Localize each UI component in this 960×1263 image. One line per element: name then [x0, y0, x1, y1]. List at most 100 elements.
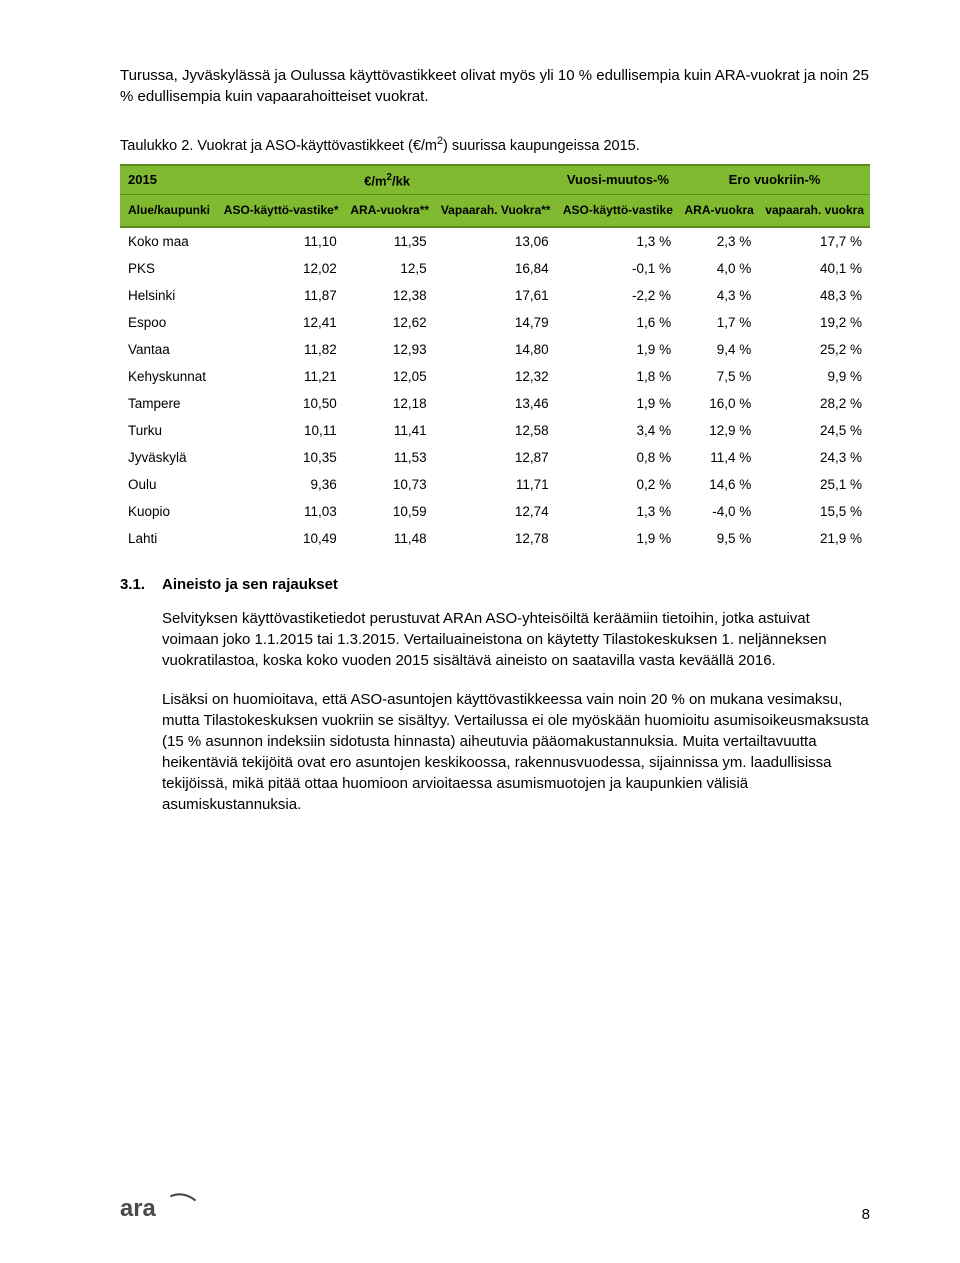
- table-cell: 40,1 %: [759, 255, 870, 282]
- table-cell: 16,84: [435, 255, 557, 282]
- section-title: Aineisto ja sen rajaukset: [162, 576, 338, 593]
- table-cell: 10,11: [218, 417, 345, 444]
- table-cell: 1,9 %: [557, 336, 679, 363]
- table-body: Koko maa11,1011,3513,061,3 %2,3 %17,7 %P…: [120, 227, 870, 552]
- table-cell: -2,2 %: [557, 282, 679, 309]
- table-cell: 12,87: [435, 444, 557, 471]
- table-cell: 12,18: [345, 390, 435, 417]
- table-cell: 12,9 %: [679, 417, 759, 444]
- th-c3: Vapaarah. Vuokra**: [435, 195, 557, 227]
- intro-paragraph: Turussa, Jyväskylässä ja Oulussa käyttöv…: [120, 65, 870, 107]
- table-cell: 48,3 %: [759, 282, 870, 309]
- table-cell: Kuopio: [120, 498, 218, 525]
- table-row: Vantaa11,8212,9314,801,9 %9,4 %25,2 %: [120, 336, 870, 363]
- table-cell: 10,35: [218, 444, 345, 471]
- table-row: Jyväskylä10,3511,5312,870,8 %11,4 %24,3 …: [120, 444, 870, 471]
- table-cell: 11,03: [218, 498, 345, 525]
- table-cell: 2,3 %: [679, 227, 759, 255]
- th-group3: Ero vuokriin-%: [679, 165, 870, 195]
- table-cell: 1,3 %: [557, 227, 679, 255]
- body-paragraph-2: Lisäksi on huomioitava, että ASO-asuntoj…: [162, 689, 870, 815]
- table-cell: 25,2 %: [759, 336, 870, 363]
- ara-logo-icon: ara: [120, 1192, 204, 1226]
- table-cell: Vantaa: [120, 336, 218, 363]
- caption-suffix: ) suurissa kaupungeissa 2015.: [443, 138, 640, 154]
- table-cell: 12,38: [345, 282, 435, 309]
- table-cell: 11,35: [345, 227, 435, 255]
- table-cell: 12,58: [435, 417, 557, 444]
- table-cell: 16,0 %: [679, 390, 759, 417]
- table-cell: 10,49: [218, 525, 345, 552]
- table-caption: Taulukko 2. Vuokrat ja ASO-käyttövastikk…: [120, 135, 870, 154]
- table-cell: Helsinki: [120, 282, 218, 309]
- th-c1: ASO-käyttö-vastike*: [218, 195, 345, 227]
- table-cell: 9,4 %: [679, 336, 759, 363]
- table-row: Lahti10,4911,4812,781,9 %9,5 %21,9 %: [120, 525, 870, 552]
- table-cell: 1,6 %: [557, 309, 679, 336]
- table-cell: -4,0 %: [679, 498, 759, 525]
- table-cell: 0,8 %: [557, 444, 679, 471]
- table-row: Kehyskunnat11,2112,0512,321,8 %7,5 %9,9 …: [120, 363, 870, 390]
- table-cell: 15,5 %: [759, 498, 870, 525]
- th-c5: ARA-vuokra: [679, 195, 759, 227]
- th-group2: Vuosi-muutos-%: [557, 165, 679, 195]
- table-cell: Espoo: [120, 309, 218, 336]
- table-cell: 13,06: [435, 227, 557, 255]
- caption-prefix: Taulukko 2. Vuokrat ja ASO-käyttövastikk…: [120, 138, 437, 154]
- th-unit-suffix: /kk: [392, 173, 410, 188]
- table-cell: 28,2 %: [759, 390, 870, 417]
- th-c4: ASO-käyttö-vastike: [557, 195, 679, 227]
- table-cell: 14,6 %: [679, 471, 759, 498]
- table-cell: 19,2 %: [759, 309, 870, 336]
- table-row: Tampere10,5012,1813,461,9 %16,0 %28,2 %: [120, 390, 870, 417]
- table-cell: PKS: [120, 255, 218, 282]
- table-cell: 1,9 %: [557, 525, 679, 552]
- table-cell: 11,4 %: [679, 444, 759, 471]
- table-cell: 14,79: [435, 309, 557, 336]
- table-row: Oulu9,3610,7311,710,2 %14,6 %25,1 %: [120, 471, 870, 498]
- logo-text: ara: [120, 1195, 156, 1222]
- table-cell: 12,74: [435, 498, 557, 525]
- table-cell: 11,82: [218, 336, 345, 363]
- table-cell: 11,21: [218, 363, 345, 390]
- logo-swoosh-icon: [170, 1194, 195, 1200]
- table-cell: Tampere: [120, 390, 218, 417]
- th-year: 2015: [120, 165, 218, 195]
- table-cell: 0,2 %: [557, 471, 679, 498]
- table-cell: 17,7 %: [759, 227, 870, 255]
- th-unit-prefix: €/m: [364, 173, 386, 188]
- table-cell: 11,48: [345, 525, 435, 552]
- table-cell: -0,1 %: [557, 255, 679, 282]
- page-number: 8: [862, 1206, 870, 1223]
- table-cell: Lahti: [120, 525, 218, 552]
- table-cell: 1,3 %: [557, 498, 679, 525]
- table-cell: Kehyskunnat: [120, 363, 218, 390]
- table-cell: 13,46: [435, 390, 557, 417]
- table-cell: 4,3 %: [679, 282, 759, 309]
- th-unit: €/m2/kk: [218, 165, 557, 195]
- table-cell: 12,05: [345, 363, 435, 390]
- table-cell: 1,9 %: [557, 390, 679, 417]
- body-paragraph-1: Selvityksen käyttövastiketiedot perustuv…: [162, 608, 870, 671]
- table-cell: 11,53: [345, 444, 435, 471]
- table-cell: 7,5 %: [679, 363, 759, 390]
- table-cell: 24,5 %: [759, 417, 870, 444]
- section-heading: 3.1. Aineisto ja sen rajaukset: [120, 576, 870, 593]
- table-cell: 24,3 %: [759, 444, 870, 471]
- table-cell: 17,61: [435, 282, 557, 309]
- table-cell: 25,1 %: [759, 471, 870, 498]
- table-header-row-1: 2015 €/m2/kk Vuosi-muutos-% Ero vuokriin…: [120, 165, 870, 195]
- th-c0: Alue/kaupunki: [120, 195, 218, 227]
- table-row: Turku10,1111,4112,583,4 %12,9 %24,5 %: [120, 417, 870, 444]
- page: Turussa, Jyväskylässä ja Oulussa käyttöv…: [0, 0, 960, 1263]
- table-cell: 9,5 %: [679, 525, 759, 552]
- table-row: Koko maa11,1011,3513,061,3 %2,3 %17,7 %: [120, 227, 870, 255]
- table-cell: 12,62: [345, 309, 435, 336]
- table-header-row-2: Alue/kaupunki ASO-käyttö-vastike* ARA-vu…: [120, 195, 870, 227]
- th-c2: ARA-vuokra**: [345, 195, 435, 227]
- table-cell: 9,36: [218, 471, 345, 498]
- table-cell: 9,9 %: [759, 363, 870, 390]
- table-row: Helsinki11,8712,3817,61-2,2 %4,3 %48,3 %: [120, 282, 870, 309]
- th-c6: vapaarah. vuokra: [759, 195, 870, 227]
- table-cell: 3,4 %: [557, 417, 679, 444]
